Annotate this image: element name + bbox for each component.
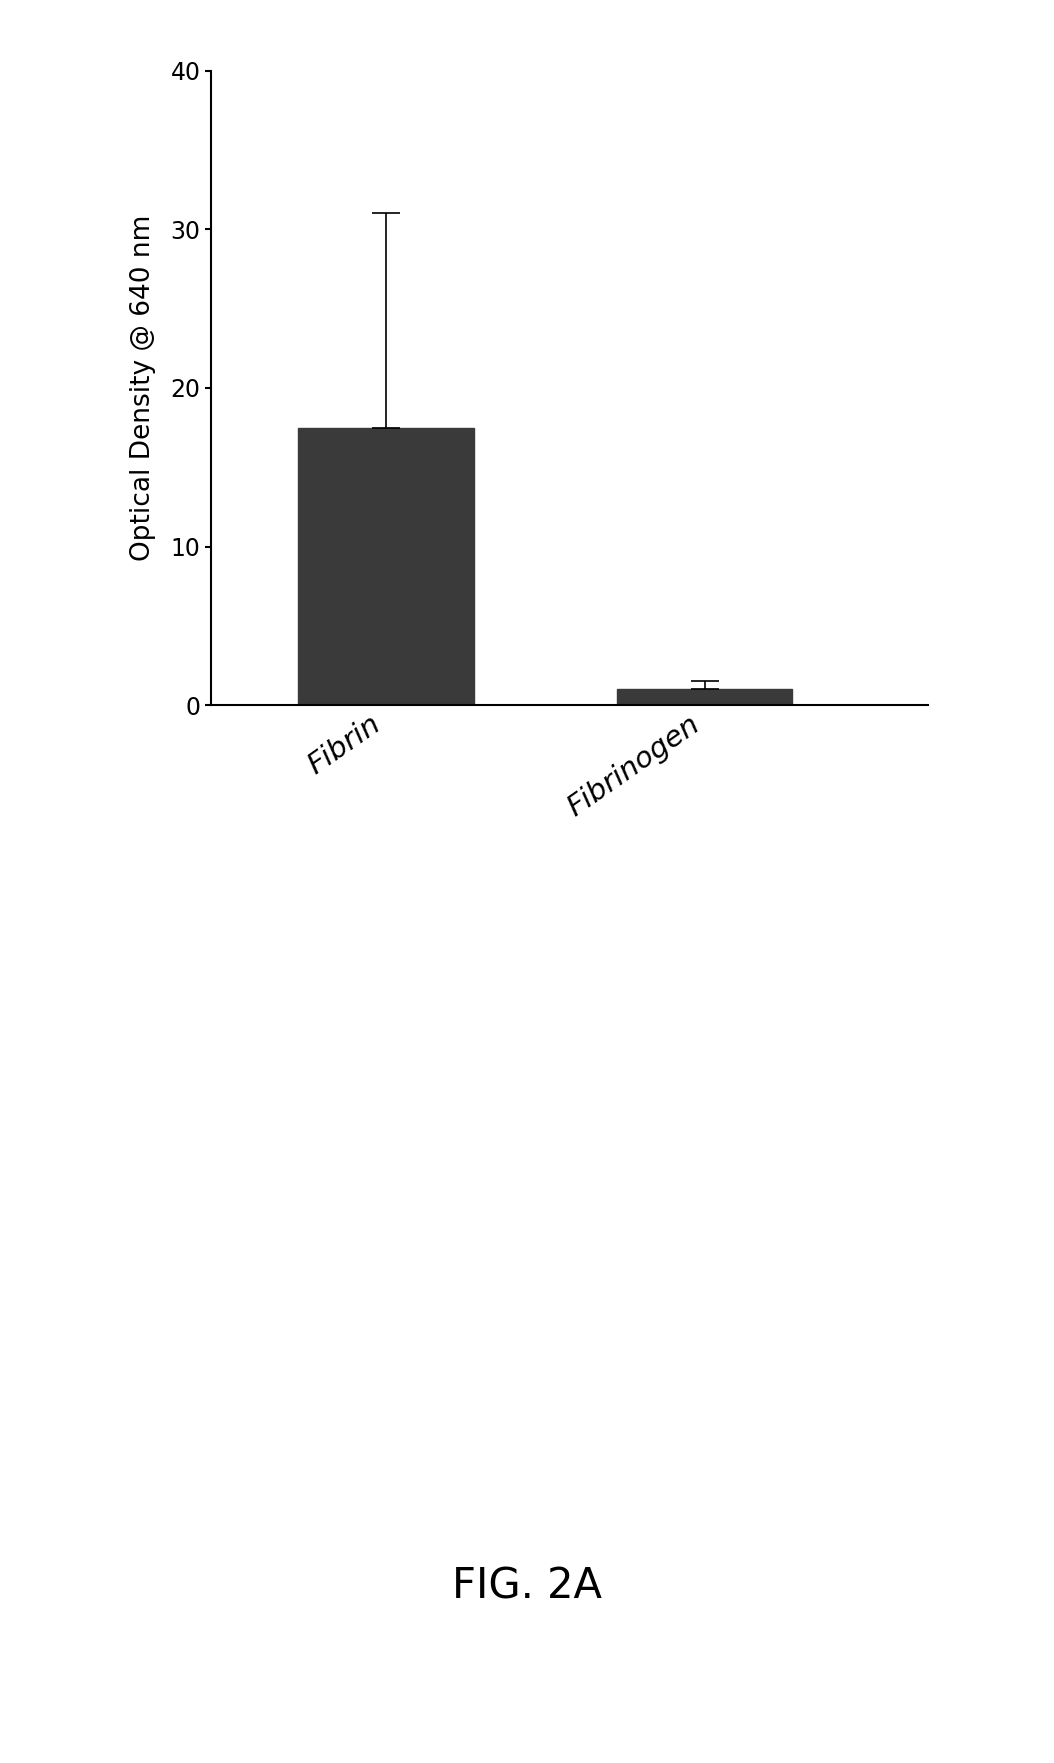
Bar: [617, 689, 793, 705]
Y-axis label: Optical Density @ 640 nm: Optical Density @ 640 nm: [131, 215, 156, 561]
Text: FIG. 2A: FIG. 2A: [452, 1566, 602, 1608]
Bar: [298, 427, 473, 705]
